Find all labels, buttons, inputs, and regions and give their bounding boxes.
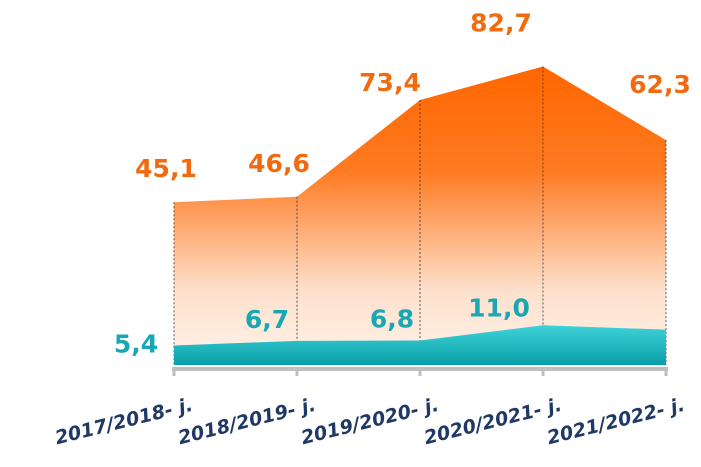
x-tick-label: 2019/2020- j. — [299, 394, 441, 449]
data-label: 62,3 — [629, 70, 691, 99]
x-tick-label: 2018/2019- j. — [176, 394, 318, 449]
x-tick-label: 2020/2021- j. — [422, 394, 564, 449]
data-label: 11,0 — [468, 293, 530, 322]
data-label: 46,6 — [248, 149, 310, 178]
data-label: 73,4 — [359, 68, 421, 97]
x-tick-label: 2017/2018- j. — [53, 394, 195, 449]
area — [174, 325, 666, 365]
x-tick-label: 2021/2022- j. — [545, 394, 687, 449]
data-label: 6,8 — [370, 304, 414, 333]
data-label: 45,1 — [135, 154, 197, 183]
data-label: 5,4 — [114, 330, 158, 359]
data-label: 6,7 — [245, 305, 289, 334]
data-label: 82,7 — [470, 8, 532, 37]
